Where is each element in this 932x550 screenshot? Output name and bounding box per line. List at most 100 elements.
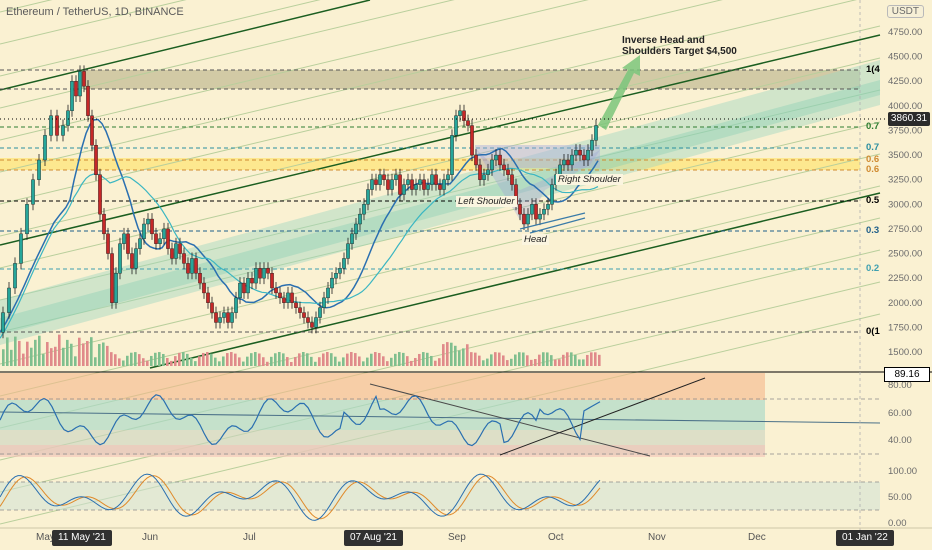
time-label: 01 Jan '22 — [836, 530, 894, 546]
volume-bar — [222, 356, 225, 366]
volume-bar — [58, 334, 61, 366]
volume-bar — [302, 352, 305, 366]
candle-body — [394, 174, 398, 180]
head-label[interactable]: Head — [522, 234, 549, 245]
candle-body — [290, 292, 294, 303]
volume-bar — [398, 352, 401, 366]
volume-bar — [434, 360, 437, 366]
volume-bar — [598, 354, 601, 366]
volume-bar — [538, 354, 541, 366]
volume-bar — [362, 361, 365, 366]
candle-body — [106, 233, 110, 254]
candle-body — [126, 233, 130, 254]
candle-body — [462, 110, 466, 121]
volume-bar — [178, 352, 181, 366]
fib-level-label: 1(4 — [866, 64, 880, 75]
volume-bar — [46, 342, 49, 366]
volume-bar — [466, 344, 469, 366]
volume-bar — [126, 355, 129, 366]
fib-level-label: 0.5 — [866, 195, 880, 206]
candle-body — [302, 312, 306, 318]
candle-body — [582, 154, 586, 161]
candle-body — [142, 223, 146, 239]
volume-bar — [326, 352, 329, 366]
fib-level-label: 0.7 — [866, 121, 880, 132]
price-tick: 4500.00 — [888, 52, 922, 63]
candle-body — [562, 159, 566, 166]
candle-body — [102, 213, 106, 235]
channel-bottom-line — [149, 192, 881, 369]
candle-body — [330, 277, 334, 289]
candle-body — [550, 184, 554, 205]
stoch-tick: 0.00 — [888, 518, 907, 529]
candle-body — [578, 149, 582, 156]
time-label: 11 May '21 — [52, 530, 112, 546]
volume-bar — [106, 345, 109, 366]
left-shoulder-label[interactable]: Left Shoulder — [456, 196, 517, 207]
volume-bar — [478, 355, 481, 366]
volume-bar — [458, 350, 461, 366]
candle-body — [510, 174, 514, 185]
candle-body — [250, 277, 254, 284]
candle-body — [474, 154, 478, 166]
candle-body — [43, 135, 47, 161]
symbol-title[interactable]: Ethereum / TetherUS, 1D, BINANCE — [6, 6, 184, 18]
candle-body — [482, 174, 486, 180]
volume-bar — [162, 353, 165, 366]
price-tick: 2000.00 — [888, 298, 922, 309]
volume-bar — [502, 355, 505, 366]
volume-bar — [254, 352, 257, 366]
time-label: Sep — [448, 532, 466, 543]
volume-bar — [546, 352, 549, 366]
fib-level-label: 0.6 — [866, 164, 880, 175]
candle-body — [426, 184, 430, 190]
volume-bar — [410, 360, 413, 366]
volume-bar — [314, 361, 317, 366]
volume-bar — [346, 353, 349, 366]
volume-bar — [498, 352, 501, 366]
candle-body — [430, 174, 434, 185]
price-axis[interactable]: 4750.00 4500.00 4250.00 4000.00 3750.00 3500.… — [888, 27, 922, 358]
volume-bar — [258, 353, 261, 366]
candle-body — [13, 263, 17, 289]
candle-body — [74, 81, 78, 97]
candle-body — [238, 282, 242, 299]
candle-body — [90, 115, 94, 146]
candle-body — [502, 164, 506, 171]
volume-bar — [10, 349, 13, 366]
volume-bar — [442, 344, 445, 366]
candle-body — [466, 120, 470, 126]
volume-bar — [378, 352, 381, 366]
candle-body — [530, 204, 534, 215]
target-label[interactable]: Inverse Head and Shoulders Target $4,500 — [622, 35, 737, 57]
rsi-value-badge: 89.16 — [884, 367, 930, 382]
candle-body — [434, 174, 438, 185]
candle-body — [298, 307, 302, 313]
volume-bar — [98, 344, 101, 366]
volume-bar — [66, 339, 69, 366]
volume-bar — [14, 336, 17, 366]
right-shoulder-label[interactable]: Right Shoulder — [556, 174, 623, 185]
candle-body — [454, 115, 458, 136]
candle-body — [346, 243, 350, 259]
volume-bar — [566, 352, 569, 366]
candle-body — [326, 287, 330, 299]
candle-body — [210, 302, 214, 313]
trend-band — [0, 60, 880, 345]
candle-body — [182, 253, 186, 264]
volume-bar — [250, 353, 253, 366]
stoch-d-line — [0, 475, 601, 520]
hs-upper-line — [519, 212, 586, 230]
candle-body — [114, 273, 118, 303]
time-label: Oct — [548, 532, 564, 543]
candle-body — [278, 292, 282, 299]
volume-bar — [242, 361, 245, 366]
candle-body — [170, 248, 174, 259]
volume-bar — [350, 352, 353, 366]
price-tick: 2750.00 — [888, 224, 922, 235]
volume-bar — [386, 361, 389, 366]
currency-button[interactable]: USDT — [886, 5, 924, 18]
volume-bar — [418, 353, 421, 366]
volume-bar — [294, 357, 297, 366]
